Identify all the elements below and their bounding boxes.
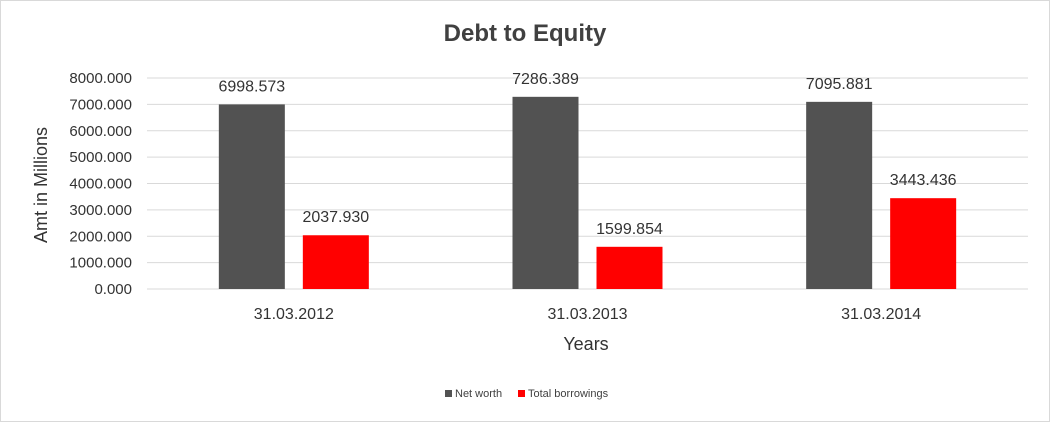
y-axis-title: Amt in Millions xyxy=(31,127,51,243)
bar-net-worth xyxy=(512,96,579,289)
legend-label: Total borrowings xyxy=(528,388,609,400)
data-label: 6998.573 xyxy=(218,78,285,95)
legend-swatch xyxy=(518,390,525,397)
x-tick-label: 31.03.2012 xyxy=(254,306,334,323)
y-tick-label: 8000.000 xyxy=(69,70,132,87)
y-tick-label: 5000.000 xyxy=(69,149,132,166)
data-label: 7286.389 xyxy=(512,71,579,88)
bar-net-worth xyxy=(218,104,285,290)
chart-title: Debt to Equity xyxy=(443,20,607,47)
data-label: 1599.854 xyxy=(596,221,663,238)
legend: Net worth Total borrowings xyxy=(445,388,609,400)
data-label: 7095.881 xyxy=(806,76,873,93)
y-tick-label: 2000.000 xyxy=(69,228,132,245)
y-tick-label: 6000.000 xyxy=(69,123,132,140)
bars xyxy=(218,96,957,290)
x-tick-label: 31.03.2013 xyxy=(547,306,627,323)
bar-total-borrowings xyxy=(596,246,663,289)
y-tick-label: 1000.000 xyxy=(69,255,132,272)
y-tick-label: 7000.000 xyxy=(69,96,132,113)
legend-label: Net worth xyxy=(455,388,502,400)
y-tick-label: 4000.000 xyxy=(69,176,132,193)
y-tick-label: 3000.000 xyxy=(69,202,132,219)
gridlines xyxy=(147,77,1028,290)
y-axis-ticks: 0.000 1000.000 2000.000 3000.000 4000.000 500… xyxy=(69,70,132,298)
x-tick-label: 31.03.2014 xyxy=(841,306,921,323)
data-label: 3443.436 xyxy=(890,172,957,189)
data-label: 2037.930 xyxy=(302,209,369,226)
x-axis-title: Years xyxy=(563,334,608,354)
x-axis-ticks: 31.03.2012 31.03.2013 31.03.2014 xyxy=(254,306,922,323)
bar-total-borrowings xyxy=(302,235,369,289)
legend-swatch xyxy=(445,390,452,397)
y-tick-label: 0.000 xyxy=(94,281,132,298)
bar-net-worth xyxy=(806,101,873,290)
bar-total-borrowings xyxy=(890,198,957,289)
data-labels: 6998.573 2037.930 7286.389 1599.854 7095.881… xyxy=(218,71,956,238)
